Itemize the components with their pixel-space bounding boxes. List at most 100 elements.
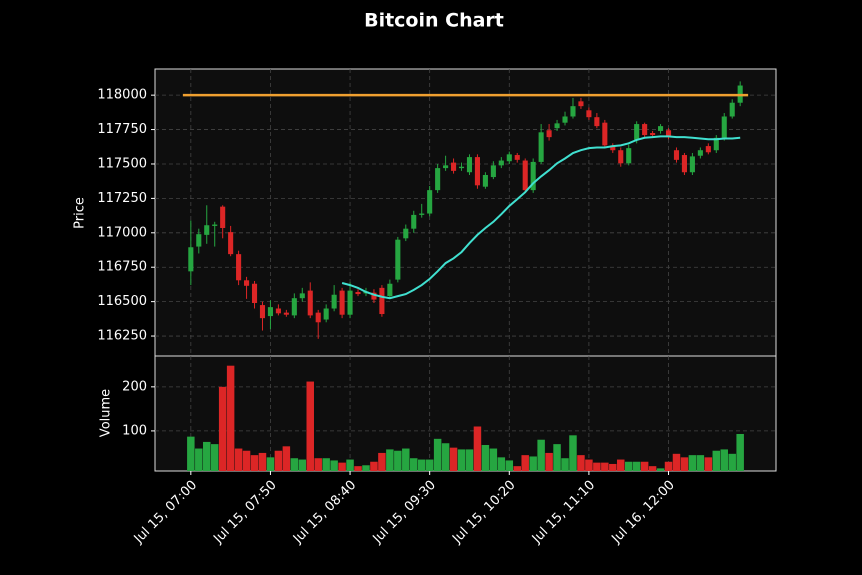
candle-body (498, 160, 504, 166)
y-axis-label: Price (73, 197, 88, 229)
candle-body (578, 101, 584, 107)
volume-bar (672, 453, 681, 471)
volume-bar (656, 468, 665, 471)
volume-bar (274, 450, 283, 471)
candle-body (196, 234, 202, 247)
candle-body (554, 123, 560, 129)
volume-bar (290, 458, 299, 471)
candle-body (283, 312, 289, 315)
volume-bar (513, 466, 521, 471)
candle-body (466, 157, 473, 173)
candle-body (259, 305, 266, 319)
candle-body (681, 155, 687, 173)
volume-panel (154, 355, 777, 472)
volume-bar (688, 455, 697, 471)
volume-bar (330, 460, 338, 471)
candle-body (435, 168, 441, 191)
volume-bar (585, 459, 593, 471)
volume-bar (505, 460, 514, 471)
volume-bar (561, 458, 569, 471)
y-tick-label: 117750 (97, 122, 147, 137)
volume-bar (449, 447, 458, 471)
volume-bar (370, 461, 378, 471)
candle-body (474, 157, 480, 186)
candle-body (299, 293, 305, 299)
volume-bar (258, 452, 267, 471)
volume-bar (338, 462, 346, 471)
candle-body (689, 156, 695, 173)
candle-body (387, 283, 393, 297)
candle-body (347, 290, 353, 315)
volume-bar (218, 386, 227, 471)
price-panel (154, 68, 777, 357)
volume-bar (545, 452, 553, 471)
volume-bar (433, 438, 442, 471)
volume-bar (322, 458, 330, 471)
volume-bar (537, 439, 545, 471)
y-tick-label: 100 (122, 423, 147, 438)
candle-body (275, 308, 281, 314)
volume-bar (553, 444, 561, 471)
volume-bar (696, 455, 705, 471)
volume-bar (640, 461, 649, 471)
volume-bar (712, 450, 721, 471)
volume-bar (242, 450, 251, 471)
volume-bar (617, 459, 625, 471)
candle-body (458, 166, 465, 169)
volume-bar (425, 459, 434, 471)
volume-bar (609, 463, 617, 471)
volume-bar (410, 458, 418, 471)
volume-bar (298, 459, 307, 471)
candle-body (626, 148, 632, 164)
candle-body (307, 290, 313, 316)
candle-body (220, 206, 226, 228)
candle-body (331, 294, 337, 309)
candle-body (236, 254, 242, 281)
volume-bar (282, 446, 291, 471)
volume-bar (664, 461, 673, 471)
candle-body (562, 116, 568, 123)
candle-body (697, 150, 703, 156)
volume-bar (195, 448, 203, 471)
y-tick-label: 116250 (97, 329, 147, 344)
candle-body (267, 307, 273, 317)
candle-body (570, 106, 576, 117)
volume-bar (187, 436, 195, 471)
candle-body (403, 228, 409, 239)
candle-body (729, 102, 735, 117)
candle-body (212, 224, 218, 226)
candle-body (705, 146, 711, 153)
volume-bar (250, 455, 259, 471)
y-tick-label: 118000 (97, 88, 147, 103)
volume-bar (736, 433, 744, 471)
candle-body (602, 122, 608, 146)
volume-bar (489, 448, 498, 471)
candle-body (546, 130, 552, 138)
volume-bar (728, 453, 736, 471)
candle-body (188, 247, 194, 272)
candle-body (665, 130, 672, 138)
volume-bar (632, 461, 641, 471)
volume-bar (624, 461, 633, 471)
volume-bar (226, 365, 235, 471)
volume-bar (704, 457, 713, 471)
chart-title: Bitcoin Chart (364, 10, 504, 32)
volume-bar (720, 449, 728, 471)
candle-body (371, 292, 377, 300)
volume-bar (314, 458, 322, 471)
y-tick-label: 116750 (97, 260, 147, 275)
candle-body (538, 132, 544, 162)
moving-average (341, 135, 741, 300)
y-tick-label: 116500 (97, 294, 147, 309)
volume-bar (362, 465, 370, 471)
candle-body (610, 145, 616, 151)
volume-bar (593, 462, 601, 471)
volume-bar (457, 449, 466, 471)
volume-bar (346, 459, 354, 471)
volume-bar (481, 445, 490, 471)
candle-body (482, 174, 488, 187)
volume-bar (601, 462, 609, 471)
candle-body (443, 165, 449, 169)
